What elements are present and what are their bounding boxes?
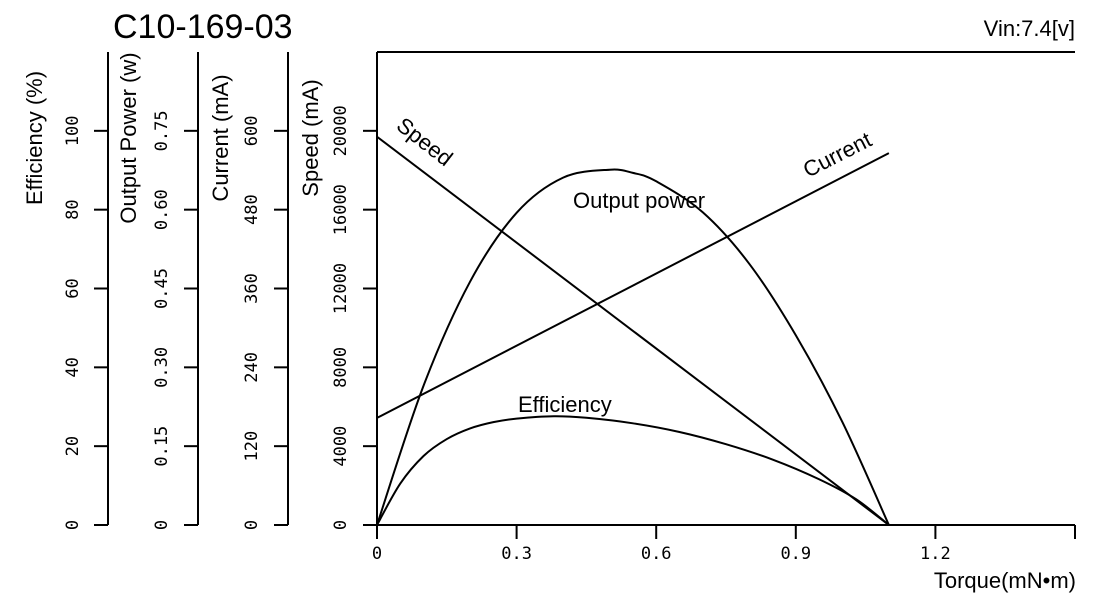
chart-title: C10-169-03 [113, 8, 293, 46]
y-tick-label-output_power: 0.75 [152, 110, 172, 151]
series-line-speed [376, 135, 890, 526]
x-tick-label: 0 [372, 544, 382, 564]
series-line-current [376, 152, 890, 419]
axes-layer: Efficiency (%) 0 20 40 60 80 100 Output Power (… [22, 51, 1076, 564]
series-label-speed: Speed [392, 112, 458, 171]
y-tick-label-efficiency: 100 [63, 115, 83, 146]
x-axis: 0 0.3 0.6 0.9 1.2 [372, 524, 1076, 564]
y-tick-label-current: 480 [242, 194, 262, 225]
y-tick-label-efficiency: 80 [63, 199, 83, 219]
y-tick-label-efficiency: 40 [63, 357, 83, 377]
y-tick-label-speed: 0 [331, 520, 351, 530]
vin-label: Vin:7.4[v] [984, 16, 1075, 41]
y-tick-label-speed: 20000 [331, 105, 351, 156]
y-tick-label-output_power: 0 [152, 520, 172, 530]
y-tick-label-output_power: 0.30 [152, 347, 172, 388]
y-axis-efficiency: Efficiency (%) 0 20 40 60 80 100 [22, 52, 109, 530]
y-tick-label-current: 120 [242, 431, 262, 462]
y-tick-label-current: 360 [242, 273, 262, 304]
y-axis-title-output_power: Output Power (w) [116, 52, 141, 223]
x-tick-label: 1.2 [920, 544, 951, 564]
series-layer: Speed Current Output power Efficiency [376, 112, 890, 526]
x-tick-label: 0.9 [780, 544, 811, 564]
y-tick-label-efficiency: 20 [63, 436, 83, 456]
y-tick-label-speed: 8000 [331, 347, 351, 388]
y-tick-label-current: 240 [242, 352, 262, 383]
y-tick-label-output_power: 0.15 [152, 426, 172, 467]
y-tick-label-output_power: 0.60 [152, 189, 172, 230]
y-tick-label-efficiency: 0 [63, 520, 83, 530]
y-tick-label-output_power: 0.45 [152, 268, 172, 309]
series-label-current: Current [799, 127, 876, 183]
y-axis-speed: Speed (mA) 0 4000 8000 12000 16000 20000 [298, 52, 378, 530]
y-tick-label-speed: 4000 [331, 426, 351, 467]
x-tick-label: 0.6 [641, 544, 672, 564]
series-line-output-power [376, 168, 890, 526]
y-axis-output_power: Output Power (w) 0 0.15 0.30 0.45 0.60 0.75 [116, 52, 199, 530]
y-axis-title-current: Current (mA) [208, 74, 233, 201]
y-tick-label-efficiency: 60 [63, 278, 83, 298]
y-axis-title-efficiency: Efficiency (%) [22, 71, 47, 205]
y-axis-title-speed: Speed (mA) [298, 79, 323, 196]
y-tick-label-speed: 12000 [331, 263, 351, 314]
y-axis-current: Current (mA) 0 120 240 360 480 600 [208, 52, 289, 530]
x-axis-label: Torque(mN•m) [934, 568, 1076, 593]
x-tick-label: 0.3 [501, 544, 532, 564]
y-tick-label-speed: 16000 [331, 184, 351, 235]
series-label-efficiency: Efficiency [518, 392, 612, 417]
y-tick-label-current: 600 [242, 115, 262, 146]
series-label-output-power: Output power [573, 188, 705, 213]
y-tick-label-current: 0 [242, 520, 262, 530]
series-line-efficiency [376, 415, 890, 526]
